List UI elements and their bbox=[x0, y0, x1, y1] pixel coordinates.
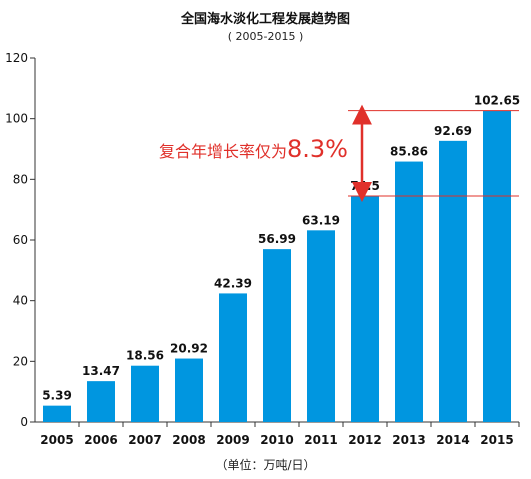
y-tick-label: 80 bbox=[13, 172, 28, 186]
y-tick-label: 40 bbox=[13, 294, 28, 308]
bar-2013 bbox=[395, 161, 423, 423]
data-label: 18.56 bbox=[126, 349, 164, 363]
x-tick-label: 2009 bbox=[216, 433, 249, 447]
bar-2011 bbox=[307, 230, 335, 422]
bar-2010 bbox=[263, 249, 291, 422]
bar-2006 bbox=[87, 381, 115, 422]
data-label: 102.65 bbox=[474, 94, 520, 108]
y-tick-label: 60 bbox=[13, 233, 28, 247]
bar-2007 bbox=[131, 365, 159, 422]
data-label: 13.47 bbox=[82, 364, 120, 378]
x-tick-label: 2005 bbox=[40, 433, 73, 447]
y-tick-label: 120 bbox=[5, 51, 28, 65]
bar-2008 bbox=[175, 358, 203, 422]
bars bbox=[43, 110, 511, 423]
data-label: 42.39 bbox=[214, 276, 252, 290]
x-tick-label: 2008 bbox=[172, 433, 205, 447]
chart-title: 全国海水淡化工程发展趋势图 bbox=[180, 12, 350, 27]
data-label: 63.19 bbox=[302, 213, 340, 227]
data-label: 5.39 bbox=[42, 389, 72, 403]
value-labels: 5.39 13.47 18.56 20.92 42.39 56.99 63.19 74.5 85… bbox=[42, 94, 520, 403]
x-tick-label: 2014 bbox=[436, 433, 469, 447]
unit-label: （单位：万吨/日） bbox=[215, 458, 316, 472]
annotation-value: 8.3% bbox=[287, 135, 348, 163]
x-tick-label: 2010 bbox=[260, 433, 293, 447]
data-label: 20.92 bbox=[170, 342, 208, 356]
x-tick-label: 2012 bbox=[348, 433, 381, 447]
bar-2012 bbox=[351, 196, 379, 422]
chart-subtitle: ( 2005-2015 ) bbox=[227, 30, 304, 43]
x-tick-label: 2006 bbox=[84, 433, 117, 447]
data-label: 56.99 bbox=[258, 232, 296, 246]
y-tick-label: 20 bbox=[13, 354, 28, 368]
bar-2005 bbox=[43, 405, 71, 422]
annotation-text: 复合年增长率仅为8.3% bbox=[159, 135, 348, 163]
bar-2015 bbox=[483, 110, 511, 423]
data-label: 92.69 bbox=[434, 124, 472, 138]
annotation-prefix: 复合年增长率仅为 bbox=[159, 142, 287, 161]
y-tick-label: 0 bbox=[20, 415, 28, 429]
data-label: 85.86 bbox=[390, 145, 428, 159]
y-tick-label: 100 bbox=[5, 112, 28, 126]
x-tick-label: 2011 bbox=[304, 433, 337, 447]
x-tick-label: 2015 bbox=[480, 433, 513, 447]
data-label: 74.5 bbox=[350, 179, 380, 193]
axes: 0 20 40 60 80 100 120 2005 2006 2007 2008 2009 2010 2… bbox=[5, 51, 520, 447]
growth-annotation: 复合年增长率仅为8.3% bbox=[159, 104, 519, 203]
bar-2009 bbox=[219, 293, 247, 422]
bar-2014 bbox=[439, 140, 467, 422]
x-tick-label: 2013 bbox=[392, 433, 425, 447]
x-tick-label: 2007 bbox=[128, 433, 161, 447]
